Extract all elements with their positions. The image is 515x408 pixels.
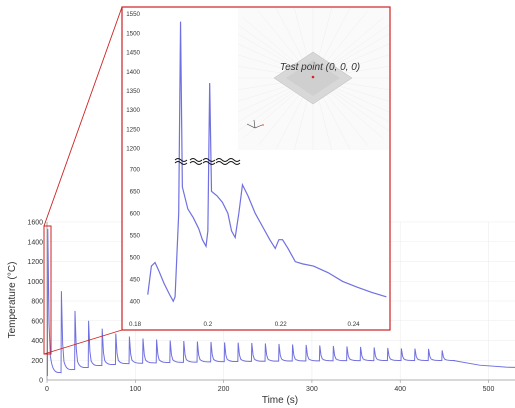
inset-y-tick-label: 1350 <box>126 88 140 95</box>
zoom-selection-box <box>43 225 52 355</box>
main-y-tick-label: 800 <box>31 299 43 306</box>
inset-y-tick-label: 1500 <box>126 30 140 37</box>
inset-y-ticks: 1200 1250 1300 1350 1400 1450 1500 1550 400 450 50… <box>126 11 140 305</box>
inset-y-tick-label: 500 <box>130 255 141 262</box>
test-point-marker <box>311 75 315 79</box>
axis-triad-icon <box>246 119 264 129</box>
inset-y-tick-label: 600 <box>130 211 141 218</box>
main-x-axis-label: Time (s) <box>262 395 298 406</box>
inset-y-tick-label: 1450 <box>126 50 140 57</box>
inset-y-tick-label: 400 <box>130 299 141 306</box>
main-x-tick-label: 400 <box>394 386 406 393</box>
inset-y-tick-label: 1300 <box>126 107 140 114</box>
main-y-tick-label: 0 <box>39 378 43 385</box>
inset-y-tick-label: 1250 <box>126 126 140 133</box>
inset-x-tick-label: 0.2 <box>204 321 213 328</box>
main-y-axis-label: Temperature (°C) <box>7 262 18 339</box>
main-y-tick-label: 1000 <box>27 279 43 286</box>
test-point-annotation: Test point (0, 0, 0) <box>280 62 360 73</box>
inset-y-tick-label: 1200 <box>126 145 140 152</box>
main-y-tick-label: 600 <box>31 318 43 325</box>
mesh-render-image <box>237 7 390 151</box>
main-x-tick-label: 100 <box>129 386 141 393</box>
inset-series-line <box>147 21 387 303</box>
zoom-connector-top <box>43 6 123 227</box>
main-x-tick-label: 300 <box>306 386 318 393</box>
zoom-connector-bottom <box>43 329 123 355</box>
main-y-tick-label: 1200 <box>27 259 43 266</box>
inset-y-tick-label: 700 <box>130 167 141 174</box>
main-x-ticks: 0 100 200 300 400 500 <box>45 380 494 393</box>
inset-y-tick-label: 550 <box>130 233 141 240</box>
main-y-tick-label: 1600 <box>27 220 43 227</box>
axis-break-marks <box>174 158 241 165</box>
inset-x-tick-label: 0.24 <box>348 321 361 328</box>
inset-x-tick-label: 0.22 <box>275 321 288 328</box>
inset-y-tick-label: 1550 <box>126 11 140 18</box>
main-x-tick-label: 0 <box>45 386 49 393</box>
main-x-tick-label: 200 <box>218 386 230 393</box>
main-series-line <box>46 228 515 376</box>
main-x-tick-label: 500 <box>483 386 495 393</box>
inset-y-tick-label: 1400 <box>126 69 140 76</box>
inset-x-ticks: 0.18 0.2 0.22 0.24 <box>129 321 360 328</box>
main-y-tick-label: 200 <box>31 358 43 365</box>
main-y-ticks: 0 200 400 600 800 1000 1200 1400 1600 <box>27 220 43 385</box>
inset-y-tick-label: 450 <box>130 277 141 284</box>
main-y-tick-label: 1400 <box>27 239 43 246</box>
inset-x-tick-label: 0.18 <box>129 321 142 328</box>
main-y-tick-label: 400 <box>31 338 43 345</box>
inset-y-tick-label: 650 <box>130 189 141 196</box>
